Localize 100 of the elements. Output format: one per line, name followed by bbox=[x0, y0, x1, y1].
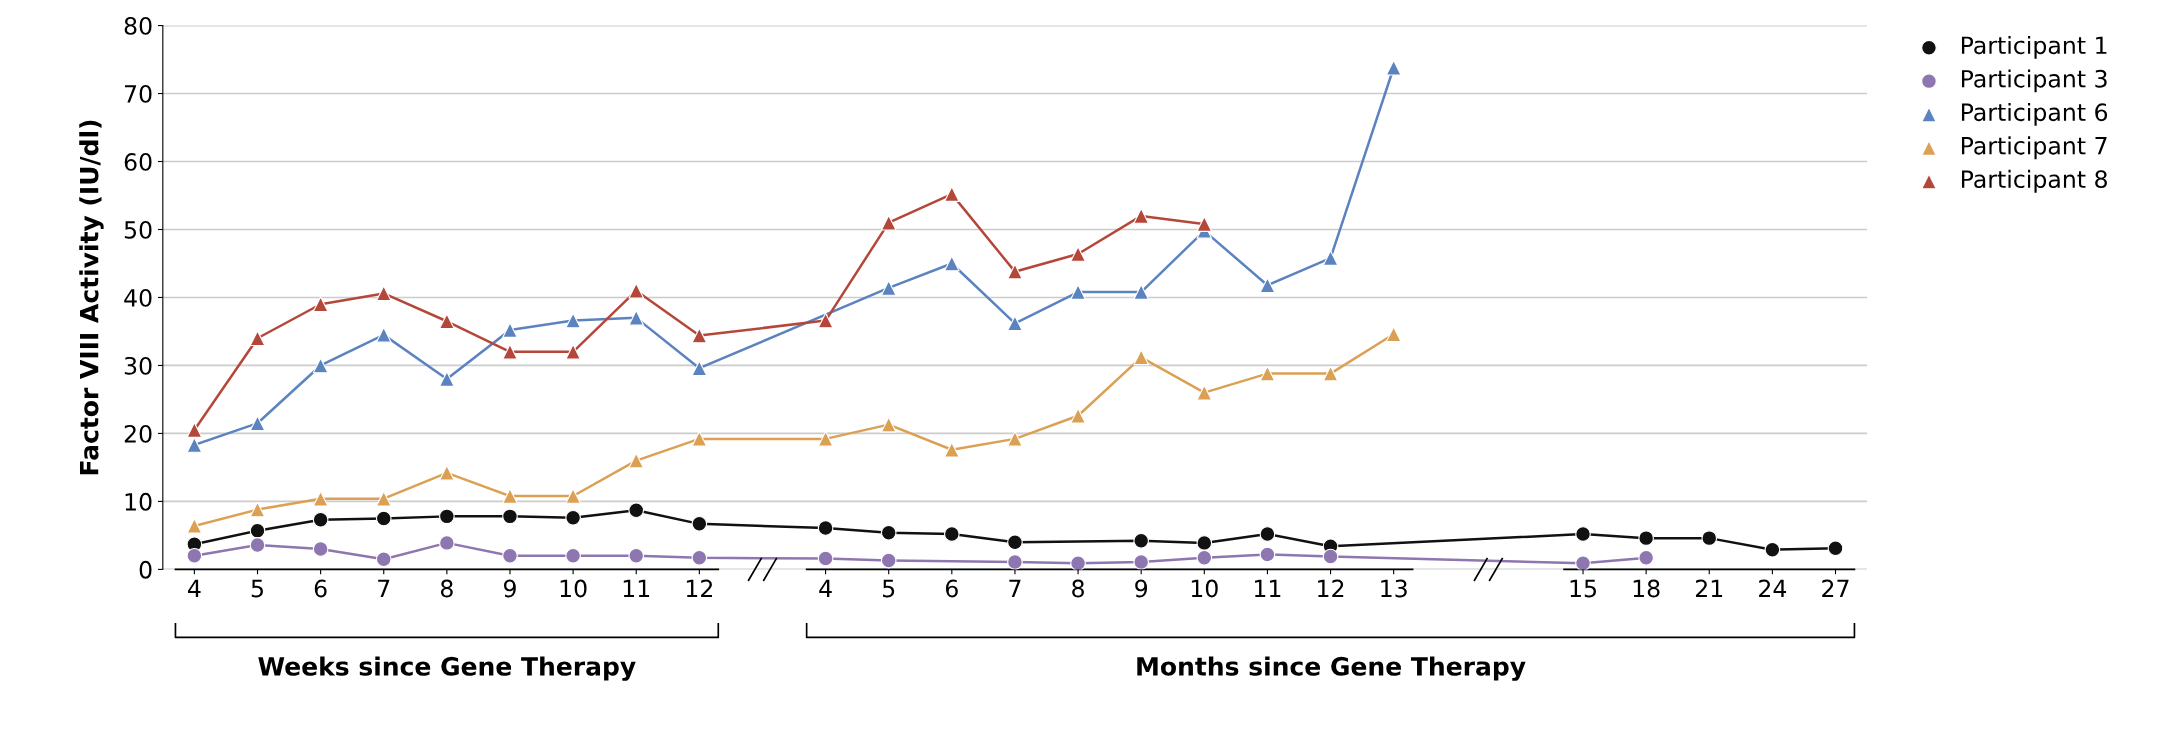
y-tick-label: 0 bbox=[139, 560, 152, 579]
x-tick-label: 6 bbox=[314, 579, 327, 598]
point bbox=[565, 344, 581, 360]
x-tick-label: 27 bbox=[1822, 579, 1849, 598]
point bbox=[439, 465, 455, 481]
point bbox=[1259, 365, 1276, 382]
x-tick-label: 11 bbox=[623, 579, 650, 598]
point bbox=[312, 357, 329, 374]
point bbox=[1259, 546, 1276, 563]
point bbox=[1259, 277, 1276, 294]
x-tick-label: 7 bbox=[378, 579, 390, 598]
point bbox=[249, 522, 266, 539]
x-tick-label: 5 bbox=[251, 579, 263, 598]
point bbox=[375, 285, 392, 302]
point bbox=[1701, 530, 1718, 546]
point bbox=[691, 327, 708, 344]
point bbox=[1196, 216, 1213, 232]
y-tick-label: 20 bbox=[124, 424, 152, 443]
point bbox=[817, 520, 834, 536]
x-tick-label: 10 bbox=[1191, 579, 1218, 598]
point bbox=[691, 516, 708, 532]
point bbox=[1007, 315, 1023, 332]
point bbox=[249, 415, 266, 432]
point bbox=[1322, 250, 1339, 266]
point bbox=[691, 431, 708, 447]
point bbox=[565, 547, 581, 564]
point bbox=[628, 310, 645, 326]
point bbox=[1070, 246, 1086, 262]
legend-label: Participant 3 bbox=[1961, 69, 2107, 93]
point bbox=[439, 535, 455, 551]
point bbox=[1133, 554, 1150, 570]
x-tick-label: 6 bbox=[945, 579, 958, 598]
legend-label: Participant 7 bbox=[1961, 136, 2107, 160]
point bbox=[312, 511, 329, 528]
point bbox=[1385, 326, 1402, 343]
point bbox=[1070, 407, 1086, 424]
point bbox=[1638, 550, 1654, 566]
point bbox=[375, 327, 392, 343]
point bbox=[312, 296, 329, 313]
point bbox=[880, 214, 897, 231]
x-tick-label: 12 bbox=[1318, 579, 1344, 598]
x-tick-label: 12 bbox=[686, 579, 712, 598]
x-tick-label: 18 bbox=[1633, 579, 1660, 598]
point bbox=[817, 550, 834, 567]
x-tick-label: 24 bbox=[1759, 579, 1787, 598]
y-tick-label: 50 bbox=[124, 220, 152, 239]
x-tick-label: 4 bbox=[188, 579, 201, 598]
x-tick-label: 11 bbox=[1254, 579, 1281, 598]
point bbox=[1638, 530, 1654, 546]
y-tick-label: 80 bbox=[124, 17, 152, 35]
point bbox=[502, 322, 518, 338]
point bbox=[439, 371, 455, 387]
point bbox=[1827, 540, 1844, 557]
point bbox=[880, 552, 897, 569]
y-tick-label: 70 bbox=[124, 84, 152, 103]
point bbox=[502, 547, 518, 564]
x-tick-label: 10 bbox=[560, 579, 587, 598]
point bbox=[628, 282, 645, 299]
x-tick-label: 8 bbox=[1072, 579, 1084, 598]
y-axis-title: Factor VIII Activity (IU/dl) bbox=[79, 120, 104, 475]
point bbox=[249, 501, 266, 518]
y-tick-label: 40 bbox=[124, 288, 152, 307]
point bbox=[439, 508, 455, 525]
point bbox=[186, 422, 203, 438]
point bbox=[375, 551, 392, 568]
point bbox=[943, 255, 960, 272]
point bbox=[817, 312, 834, 329]
point bbox=[375, 510, 392, 527]
point bbox=[186, 518, 203, 534]
point bbox=[312, 541, 329, 557]
point bbox=[186, 547, 203, 564]
legend-label: Participant 6 bbox=[1961, 102, 2108, 126]
point bbox=[186, 437, 203, 453]
x-tick-label: 21 bbox=[1695, 579, 1723, 598]
point bbox=[1007, 554, 1023, 570]
point bbox=[1764, 541, 1781, 558]
point bbox=[375, 490, 392, 507]
point bbox=[1385, 59, 1402, 76]
point bbox=[502, 488, 518, 504]
point bbox=[1575, 555, 1591, 570]
point bbox=[628, 452, 645, 469]
legend-label: Participant 8 bbox=[1961, 169, 2107, 193]
x-tick-label: 9 bbox=[1135, 579, 1148, 598]
point bbox=[691, 360, 708, 377]
point bbox=[880, 524, 897, 541]
point bbox=[1196, 550, 1213, 566]
point bbox=[1070, 284, 1086, 300]
point bbox=[1133, 349, 1150, 366]
point bbox=[565, 509, 581, 526]
point bbox=[817, 431, 834, 447]
point bbox=[502, 344, 518, 360]
point bbox=[1133, 284, 1150, 300]
point bbox=[502, 508, 518, 525]
point bbox=[628, 547, 645, 564]
point bbox=[312, 490, 329, 507]
point bbox=[565, 312, 581, 329]
point bbox=[943, 186, 960, 202]
x-tick-label: 8 bbox=[440, 579, 453, 598]
point bbox=[1322, 365, 1339, 382]
point bbox=[249, 330, 266, 347]
